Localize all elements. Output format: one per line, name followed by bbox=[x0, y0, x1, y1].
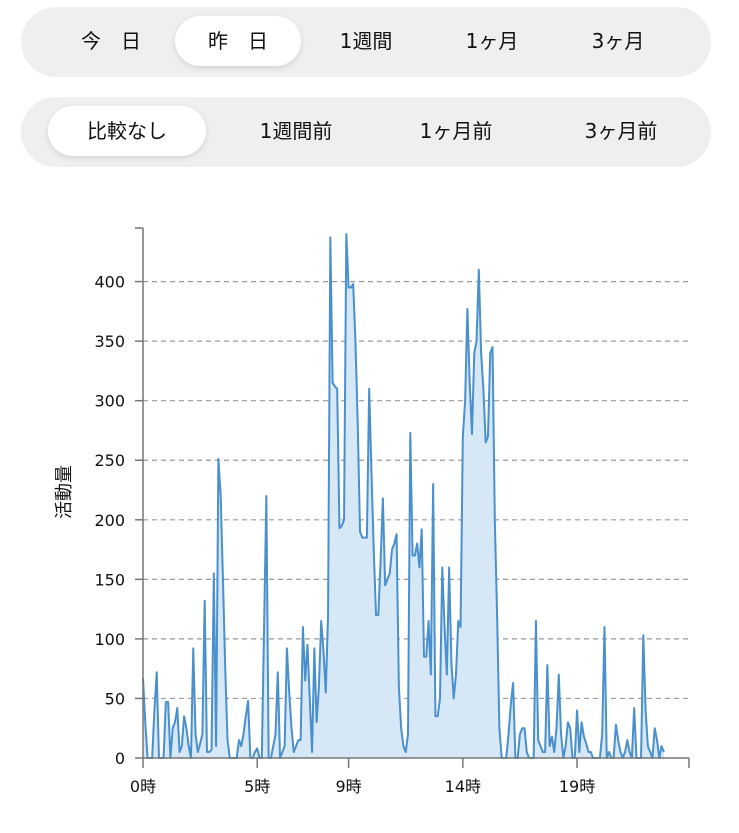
compare-selector: 比較なし 1週間前 1ヶ月前 3ヶ月前 bbox=[21, 97, 711, 167]
y-tick-label: 200 bbox=[94, 511, 125, 530]
period-option-yesterday[interactable]: 昨 日 bbox=[175, 16, 301, 66]
period-option-1week[interactable]: 1週間 bbox=[339, 29, 393, 53]
y-tick-label: 50 bbox=[105, 689, 125, 708]
y-tick-label: 300 bbox=[94, 392, 125, 411]
x-tick-labels: 0時 5時 9時 14時 19時 bbox=[130, 758, 595, 796]
y-tick-label: 400 bbox=[94, 273, 125, 292]
compare-option-1week-ago[interactable]: 1週間前 bbox=[259, 119, 333, 143]
y-tick-label: 150 bbox=[94, 570, 125, 589]
axes bbox=[135, 227, 690, 768]
x-tick-label: 5時 bbox=[244, 777, 270, 796]
compare-option-3months-ago[interactable]: 3ヶ月前 bbox=[584, 119, 658, 143]
y-axis-label: 活動量 bbox=[54, 465, 75, 519]
x-tick-label: 0時 bbox=[130, 777, 156, 796]
y-tick-labels: 0 50 100 150 200 250 300 350 400 bbox=[94, 273, 143, 768]
compare-option-none[interactable]: 比較なし bbox=[48, 106, 206, 156]
x-tick-label: 9時 bbox=[336, 777, 362, 796]
period-selector: 昨 日 今 日 1週間 1ヶ月 3ヶ月 bbox=[21, 7, 711, 77]
x-tick-label: 14時 bbox=[445, 777, 481, 796]
y-tick-label: 100 bbox=[94, 630, 125, 649]
period-option-3months[interactable]: 3ヶ月 bbox=[591, 29, 645, 53]
period-option-1month[interactable]: 1ヶ月 bbox=[465, 29, 519, 53]
y-tick-label: 0 bbox=[115, 749, 125, 768]
compare-option-1month-ago[interactable]: 1ヶ月前 bbox=[419, 119, 493, 143]
period-option-today[interactable]: 今 日 bbox=[81, 29, 141, 53]
activity-chart: 0 50 100 150 200 250 300 350 400 0時 5時 9時 14時 19時 活動… bbox=[0, 185, 739, 829]
x-tick-label: 19時 bbox=[559, 777, 595, 796]
y-tick-label: 350 bbox=[94, 332, 125, 351]
y-tick-label: 250 bbox=[94, 451, 125, 470]
activity-chart-svg: 0 50 100 150 200 250 300 350 400 0時 5時 9時 14時 19時 活動… bbox=[54, 227, 690, 796]
